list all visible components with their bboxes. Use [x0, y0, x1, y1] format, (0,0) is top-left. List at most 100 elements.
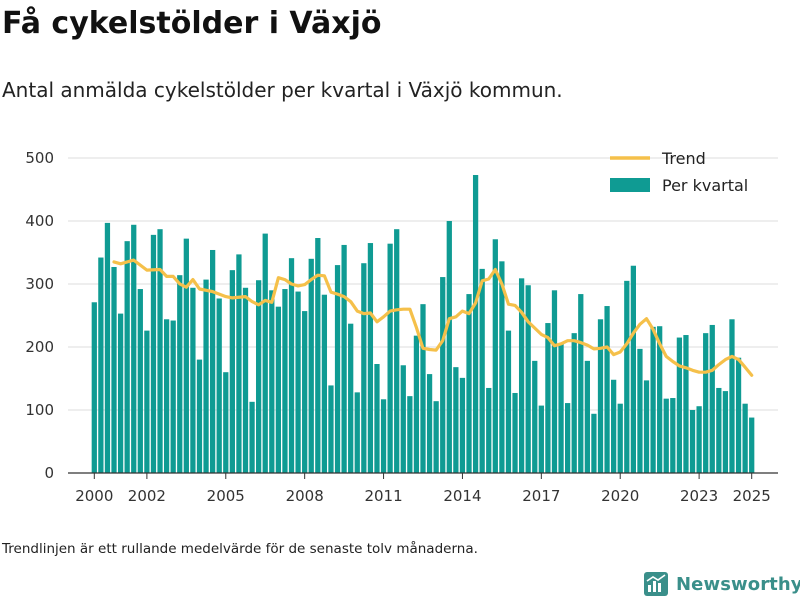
bar[interactable]: [657, 326, 663, 473]
bar[interactable]: [453, 367, 459, 473]
bar[interactable]: [571, 333, 577, 473]
bar[interactable]: [321, 294, 328, 473]
bar[interactable]: [459, 377, 466, 473]
bar[interactable]: [275, 306, 281, 473]
bar[interactable]: [295, 291, 301, 473]
bar[interactable]: [354, 392, 360, 473]
bar[interactable]: [426, 374, 433, 473]
bar[interactable]: [578, 294, 584, 473]
bar[interactable]: [591, 413, 597, 473]
bar[interactable]: [597, 319, 604, 473]
bar[interactable]: [742, 403, 748, 473]
bar[interactable]: [518, 278, 525, 473]
bar[interactable]: [111, 266, 117, 473]
bar[interactable]: [236, 254, 242, 473]
bar[interactable]: [262, 233, 268, 473]
bar[interactable]: [716, 387, 722, 473]
bar[interactable]: [124, 241, 130, 473]
bar[interactable]: [604, 306, 610, 473]
bar[interactable]: [413, 335, 420, 473]
bar[interactable]: [249, 401, 255, 473]
bar[interactable]: [216, 298, 222, 473]
bar[interactable]: [183, 238, 189, 473]
bar[interactable]: [689, 410, 696, 473]
bar[interactable]: [98, 257, 104, 473]
bar[interactable]: [288, 258, 295, 473]
bar[interactable]: [341, 244, 347, 473]
bar[interactable]: [170, 320, 176, 473]
bar[interactable]: [223, 372, 229, 473]
bar[interactable]: [177, 275, 183, 473]
bar[interactable]: [440, 277, 446, 473]
bar[interactable]: [499, 261, 505, 473]
bar[interactable]: [551, 290, 558, 473]
bar[interactable]: [163, 319, 170, 473]
bar[interactable]: [269, 290, 275, 473]
bar[interactable]: [302, 311, 308, 473]
bar[interactable]: [584, 360, 590, 473]
bar[interactable]: [150, 234, 157, 473]
bar[interactable]: [749, 417, 755, 473]
bar[interactable]: [387, 243, 393, 473]
bar[interactable]: [157, 229, 163, 473]
bar[interactable]: [229, 270, 235, 473]
bar[interactable]: [663, 398, 669, 473]
bar[interactable]: [117, 313, 124, 473]
bar[interactable]: [624, 280, 630, 473]
bar[interactable]: [735, 357, 742, 473]
bar[interactable]: [472, 175, 479, 473]
bar[interactable]: [650, 326, 656, 473]
bar[interactable]: [505, 330, 512, 473]
bar[interactable]: [525, 285, 531, 473]
bar[interactable]: [729, 319, 735, 473]
bar[interactable]: [374, 364, 380, 473]
bar[interactable]: [210, 249, 216, 473]
brand-logo[interactable]: Newsworthy: [644, 568, 800, 600]
bar[interactable]: [433, 401, 439, 473]
bar[interactable]: [394, 229, 400, 473]
bar[interactable]: [512, 392, 518, 473]
bar[interactable]: [361, 263, 367, 473]
bar[interactable]: [479, 268, 485, 473]
bar[interactable]: [486, 387, 492, 473]
bar[interactable]: [703, 333, 709, 473]
bar[interactable]: [242, 287, 249, 473]
bar[interactable]: [538, 405, 544, 473]
trend-line[interactable]: [112, 258, 754, 377]
bar[interactable]: [400, 365, 406, 473]
bar[interactable]: [611, 379, 617, 473]
bar[interactable]: [630, 265, 636, 473]
bar[interactable]: [446, 221, 452, 473]
bar[interactable]: [91, 302, 97, 473]
bar[interactable]: [203, 279, 209, 473]
bar[interactable]: [676, 337, 683, 473]
bar[interactable]: [492, 239, 498, 473]
bar[interactable]: [532, 360, 538, 473]
bar[interactable]: [637, 348, 643, 473]
bar[interactable]: [545, 323, 551, 473]
bar[interactable]: [696, 406, 702, 473]
bar[interactable]: [670, 398, 676, 473]
bar[interactable]: [334, 265, 341, 473]
bar[interactable]: [328, 385, 334, 473]
bar[interactable]: [348, 323, 354, 473]
bar[interactable]: [558, 343, 564, 473]
bar[interactable]: [104, 222, 111, 473]
bar[interactable]: [643, 380, 650, 473]
bar[interactable]: [420, 304, 426, 473]
bar[interactable]: [683, 335, 689, 473]
bar[interactable]: [407, 396, 413, 473]
bar[interactable]: [315, 238, 321, 473]
bar[interactable]: [144, 330, 150, 473]
bar[interactable]: [466, 294, 472, 473]
bar[interactable]: [131, 224, 137, 473]
bar[interactable]: [722, 391, 729, 473]
bar[interactable]: [367, 243, 374, 473]
bar[interactable]: [137, 289, 143, 473]
bar[interactable]: [196, 359, 203, 473]
bar[interactable]: [190, 287, 196, 473]
bar[interactable]: [380, 399, 387, 473]
bar[interactable]: [617, 403, 623, 473]
bar[interactable]: [308, 258, 314, 473]
bar[interactable]: [565, 403, 571, 473]
